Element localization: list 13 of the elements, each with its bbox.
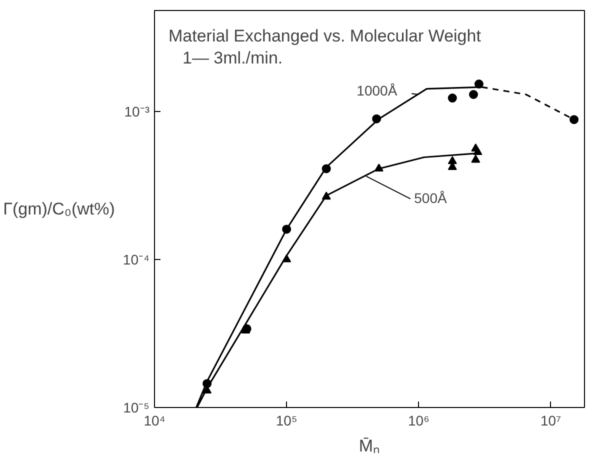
y-axis-title: Γ(gm)/C₀(wt%) (3, 200, 115, 218)
x-axis-title: M̄ₙ (358, 436, 380, 456)
x-tick-label: 10⁷ (540, 412, 562, 428)
text: Material Exchanged vs. Molecular Weight (168, 26, 482, 46)
y-tick-label: 10⁻⁴ (122, 251, 150, 268)
x-tick-label: 10⁶ (408, 412, 430, 428)
y-tick-label: 10⁻³ (124, 103, 150, 120)
text: 1— 3ml./min. (182, 48, 283, 68)
annotation: 500Å (414, 190, 448, 206)
y-tick-label: 10⁻⁵ (123, 400, 150, 416)
annotation: 1000Å (356, 82, 398, 98)
x-tick-label: 10⁵ (276, 412, 298, 428)
x-tick-label: 10⁴ (144, 412, 166, 428)
